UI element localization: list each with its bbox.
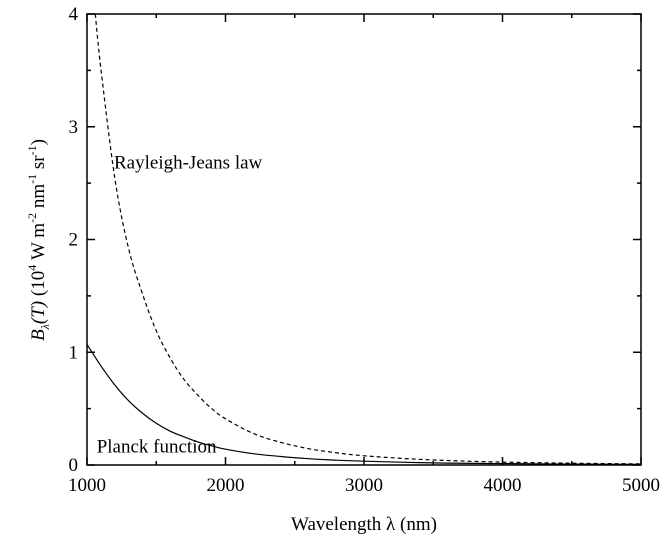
y-axis-title: Bλ(T) (104 W m-2 nm-1 sr-1) [25, 139, 52, 341]
y-title-sr: sr [28, 155, 49, 174]
x-axis-title: Wavelength λ (nm) [291, 514, 437, 535]
planck-function-curve [86, 344, 642, 465]
y-title-exp2: -2 [25, 213, 39, 223]
y-tick-label: 4 [69, 4, 79, 25]
x-tick-label: 1000 [68, 475, 106, 496]
series-curves [86, 13, 642, 465]
y-title-arg: (T) [28, 301, 49, 324]
plot-frame [86, 13, 642, 466]
x-tick-label: 4000 [484, 475, 522, 496]
y-tick-label: 3 [69, 117, 79, 138]
y-title-exp4: -1 [25, 145, 39, 155]
y-title-symbol: B [28, 329, 49, 341]
y-title-exp1: 4 [25, 265, 39, 271]
planck-function-label: Planck function [97, 437, 217, 458]
y-tick-label: 2 [69, 230, 79, 251]
rayleigh-jeans-law-curve [94, 13, 642, 465]
y-title-exp3: -1 [25, 174, 39, 184]
y-tick-label: 0 [69, 455, 79, 476]
y-tick-label: 1 [69, 342, 79, 363]
y-title-subscript: λ [38, 324, 52, 330]
x-tick-label: 5000 [622, 475, 660, 496]
y-tick-labels: 0 1 2 3 4 [69, 4, 79, 476]
x-tick-labels: 1000 2000 3000 4000 5000 [68, 475, 660, 496]
plot-area [86, 13, 642, 466]
x-tick-label: 3000 [345, 475, 383, 496]
x-tick-label: 2000 [207, 475, 245, 496]
axis-ticks [86, 13, 642, 466]
y-title-unit-open: (10 [28, 271, 49, 301]
y-title-close: ) [28, 139, 49, 145]
rayleigh-jeans-law-label: Rayleigh-Jeans law [114, 152, 263, 173]
y-title-nm: nm [28, 184, 49, 213]
y-title-w-m: W m [28, 223, 49, 265]
annotations: Rayleigh-Jeans law Planck function [97, 152, 263, 457]
